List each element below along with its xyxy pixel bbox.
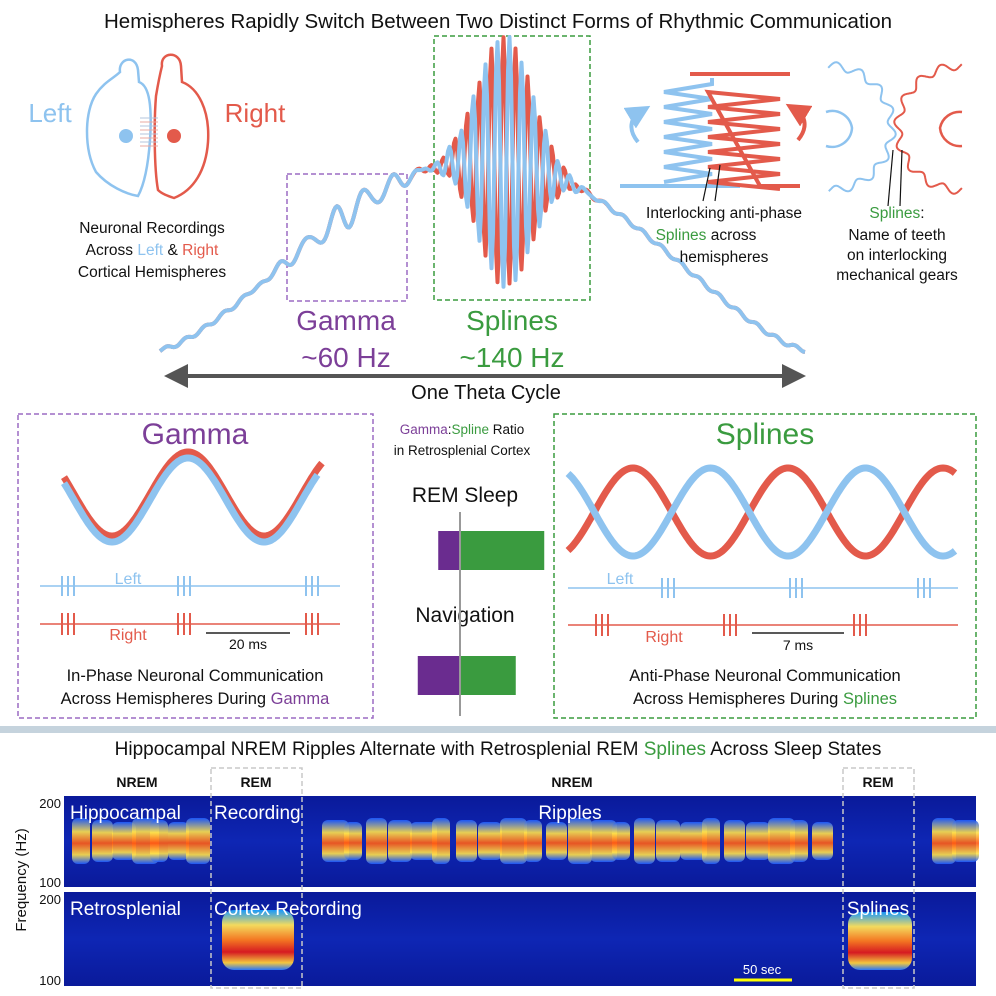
theta-splines-freq: ~140 Hz	[459, 342, 564, 373]
spectrogram-gap	[64, 887, 976, 892]
gear-pointer-2	[899, 149, 903, 207]
interlock-caption-line2: Splines across	[656, 227, 757, 244]
gamma-right-spikes	[61, 613, 319, 635]
interlock-pointer-1	[702, 167, 711, 202]
hippocampal-spectrogram	[64, 796, 979, 887]
hippocampal-label: Hippocampal	[70, 803, 181, 824]
right-electrode-dot	[167, 129, 181, 143]
ratio-rem-gamma-bar	[438, 531, 460, 570]
splines-caption-line1: Anti-Phase Neuronal Communication	[629, 667, 900, 685]
left-hemisphere	[85, 58, 152, 198]
tick-100-top: 100	[39, 875, 61, 890]
splines-left-label: Left	[607, 571, 634, 588]
gamma-left-spikes	[61, 576, 319, 596]
state-label-rem-2: REM	[862, 774, 893, 790]
state-label-nrem-1: NREM	[116, 774, 157, 790]
main-title: Hemispheres Rapidly Switch Between Two D…	[104, 10, 892, 33]
ripples-label: Ripples	[538, 803, 601, 824]
gamma-sine-left	[61, 454, 321, 546]
brain-left-label: Left	[28, 98, 72, 128]
retrosplenial-label: Retrosplenial	[70, 899, 181, 920]
tick-200-top: 200	[39, 796, 61, 811]
section-divider	[0, 726, 996, 733]
recording-label: Recording	[214, 803, 301, 824]
frequency-axis-label: Frequency (Hz)	[13, 828, 30, 931]
splines-right-label: Right	[645, 629, 683, 646]
theta-trace-left	[158, 35, 806, 354]
ratio-nav-label: Navigation	[415, 604, 514, 627]
gamma-panel-frame	[17, 413, 374, 719]
corpus-callosum-lines	[140, 117, 158, 147]
splines-caption-line2: Across Hemispheres During Splines	[633, 690, 897, 708]
interlock-red-rotate-arrow	[785, 103, 813, 142]
splines-left-spikes	[661, 578, 931, 598]
ratio-title: Gamma:Spline Ratio	[400, 422, 525, 437]
left-electrode-dot	[119, 129, 133, 143]
gear-red-hub	[938, 110, 963, 148]
splines-sine-right	[565, 464, 958, 560]
gamma-sine-right	[61, 448, 325, 540]
bottom-splines-label: Splines	[847, 899, 909, 920]
gear-red-teeth	[893, 63, 963, 195]
gamma-scale-label: 20 ms	[229, 636, 267, 652]
interlock-caption-line3: hemispheres	[680, 249, 769, 266]
time-scale-label: 50 sec	[743, 962, 782, 977]
tick-200-bottom: 200	[39, 892, 61, 907]
theta-gamma-freq: ~60 Hz	[301, 342, 391, 373]
ratio-rem-spline-bar	[460, 531, 545, 570]
bottom-title: Hippocampal NREM Ripples Alternate with …	[115, 739, 882, 760]
gamma-highlight-box	[286, 173, 408, 302]
gear-blue-teeth	[827, 61, 897, 193]
brain-caption-line2: Across Left & Right	[86, 242, 219, 259]
cortex-recording-label: Cortex Recording	[214, 899, 362, 920]
splines-sine-left	[565, 464, 958, 560]
brain-caption-line3: Cortical Hemispheres	[78, 264, 226, 281]
gears-caption-line2: Name of teeth	[848, 227, 945, 244]
brain-caption-line1: Neuronal Recordings	[79, 220, 225, 237]
interlock-blue-teeth	[620, 78, 740, 188]
brain-right-label: Right	[225, 98, 286, 128]
theta-gamma-label: Gamma	[296, 305, 396, 336]
gears-caption-line4: mechanical gears	[836, 267, 958, 284]
gamma-caption-line2: Across Hemispheres During Gamma	[61, 690, 331, 708]
gamma-right-label: Right	[109, 627, 147, 644]
gears-caption-line1: Splines:	[869, 205, 924, 222]
gears-illustration	[825, 61, 963, 207]
gears-caption-line3: on interlocking	[847, 247, 947, 264]
splines-right-spikes	[595, 614, 867, 636]
ratio-subtitle: in Retrosplenial Cortex	[394, 443, 531, 458]
theta-splines-label: Splines	[466, 305, 558, 336]
gear-blue-hub	[825, 109, 854, 149]
ratio-nav-spline-bar	[460, 656, 516, 695]
gear-pointer-1	[887, 149, 894, 207]
rem-window-1	[210, 767, 303, 989]
gamma-caption-line1: In-Phase Neuronal Communication	[67, 667, 324, 685]
splines-scale-label: 7 ms	[783, 637, 813, 653]
gamma-panel-title: Gamma	[142, 418, 249, 451]
state-label-rem-1: REM	[240, 774, 271, 790]
interlock-red-teeth	[690, 72, 800, 191]
theta-cycle-label: One Theta Cycle	[411, 382, 561, 404]
retrosplenial-spectrogram	[64, 892, 976, 986]
interlock-caption-line1: Interlocking anti-phase	[646, 205, 802, 222]
ratio-rem-label: REM Sleep	[412, 484, 518, 507]
gamma-left-label: Left	[115, 571, 142, 588]
brain-illustration	[85, 53, 210, 200]
ratio-nav-gamma-bar	[417, 656, 460, 695]
splines-panel-title: Splines	[716, 418, 814, 451]
splines-panel-frame	[553, 413, 977, 719]
state-label-nrem-2: NREM	[551, 774, 592, 790]
interlocking-splines-illustration	[620, 72, 813, 202]
interlock-pointer-2	[714, 164, 721, 202]
rem-window-2	[842, 767, 915, 989]
interlock-blue-rotate-arrow	[623, 105, 651, 144]
tick-100-bottom: 100	[39, 973, 61, 988]
right-hemisphere	[153, 53, 210, 200]
